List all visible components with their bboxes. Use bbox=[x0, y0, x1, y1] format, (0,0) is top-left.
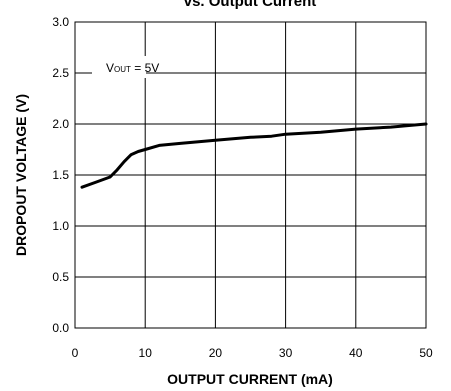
x-tick-label: 30 bbox=[279, 346, 293, 360]
x-tick-labels: 0 10 20 30 40 50 bbox=[72, 346, 433, 360]
y-tick-labels: 0.0 0.5 1.0 1.5 2.0 2.5 3.0 bbox=[52, 15, 69, 335]
y-tick-label: 0.0 bbox=[52, 321, 69, 335]
annotation-background bbox=[92, 56, 146, 78]
y-tick-label: 1.0 bbox=[52, 219, 69, 233]
y-tick-label: 0.5 bbox=[52, 270, 69, 284]
x-tick-label: 10 bbox=[139, 346, 153, 360]
x-tick-label: 20 bbox=[209, 346, 223, 360]
chart-title: vs. Output Current bbox=[184, 0, 317, 10]
y-axis-label: DROPOUT VOLTAGE (V) bbox=[13, 94, 29, 256]
y-tick-label: 2.0 bbox=[52, 117, 69, 131]
y-tick-label: 1.5 bbox=[52, 168, 69, 182]
annotation-vout: VOUT = 5V bbox=[106, 61, 159, 75]
x-tick-label: 0 bbox=[72, 346, 79, 360]
y-tick-label: 3.0 bbox=[52, 15, 69, 29]
x-axis-label: OUTPUT CURRENT (mA) bbox=[167, 371, 333, 387]
plot-frame bbox=[74, 21, 427, 329]
series-line bbox=[80, 122, 428, 189]
y-tick-label: 2.5 bbox=[52, 66, 69, 80]
x-tick-label: 40 bbox=[349, 346, 363, 360]
x-tick-label: 50 bbox=[419, 346, 433, 360]
